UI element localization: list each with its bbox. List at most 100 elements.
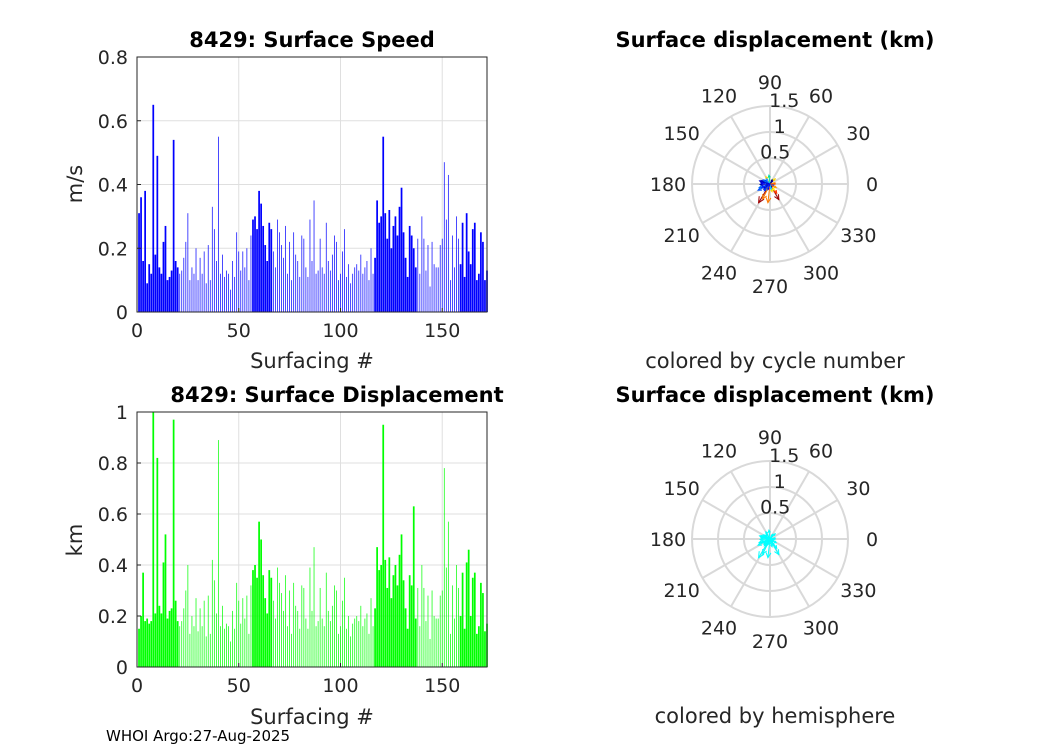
bar [250, 585, 252, 667]
bar [376, 200, 378, 312]
bar [329, 621, 331, 667]
bar [412, 506, 415, 667]
polar-spoke [769, 470, 810, 540]
arrow-head [767, 174, 771, 178]
bar [390, 248, 393, 312]
bar [183, 608, 185, 667]
bar [275, 267, 276, 313]
arrow-head [773, 189, 778, 195]
bar [394, 565, 397, 667]
bar [425, 270, 427, 312]
speed-ticks: 0 50 100 150 0 0.2 0.4 0.6 0.8 [98, 47, 461, 342]
bar [404, 257, 407, 312]
angle-label: 300 [803, 262, 839, 284]
x-tick-label: 150 [424, 320, 460, 342]
bar [199, 608, 201, 667]
bar [222, 254, 223, 313]
bar [160, 273, 163, 312]
displacement-arrow [759, 180, 771, 185]
bar [305, 618, 307, 667]
bar [172, 419, 175, 667]
bar [315, 273, 317, 312]
bar [150, 273, 153, 312]
bar [469, 616, 472, 667]
bar [193, 273, 195, 312]
bar [390, 598, 393, 667]
bar [220, 626, 221, 667]
polar-spoke [769, 183, 839, 224]
bar [317, 621, 319, 667]
bar [323, 273, 325, 312]
bar [256, 577, 258, 667]
bar [454, 618, 455, 667]
bar [447, 174, 449, 312]
bar [307, 276, 309, 312]
polar-spoke [701, 499, 771, 540]
bar [443, 162, 445, 312]
bar [423, 587, 425, 667]
bar [152, 412, 155, 667]
bar [272, 251, 274, 312]
bar [463, 276, 466, 312]
displacement-bars [138, 412, 488, 667]
y-tick-label: 0.4 [98, 555, 128, 577]
bar [404, 608, 407, 667]
bar [248, 280, 250, 313]
bar [327, 610, 329, 667]
bar [315, 626, 317, 667]
bar [467, 549, 470, 667]
bar [299, 628, 301, 667]
bar [256, 229, 258, 313]
bar [305, 267, 307, 313]
bar [364, 618, 366, 667]
polar-spoke [769, 538, 839, 579]
bar [414, 267, 417, 313]
arrow-head [770, 189, 774, 193]
bar [392, 225, 395, 312]
bar [340, 273, 341, 312]
bar [473, 222, 476, 312]
bar [433, 616, 435, 667]
bar [254, 565, 256, 667]
bar [484, 631, 486, 667]
arrow-head [757, 551, 765, 559]
bar [412, 248, 415, 312]
bar [285, 225, 286, 312]
bar [283, 610, 284, 667]
bar [329, 270, 331, 312]
arrow-head [767, 529, 771, 533]
y-tick-label: 0.2 [98, 606, 128, 628]
bar [338, 280, 339, 313]
bar [364, 267, 366, 313]
bar [189, 633, 191, 667]
displacement-x-axis-label: Surfacing # [250, 705, 374, 729]
bar [226, 623, 227, 667]
bar [262, 225, 265, 312]
displacement-arrow [763, 183, 771, 192]
bar [461, 222, 464, 312]
bar [218, 440, 219, 667]
bar [358, 621, 360, 667]
x-tick-label: 100 [322, 675, 358, 697]
y-tick-label: 0.6 [98, 111, 128, 133]
bar [437, 267, 439, 313]
bar [370, 598, 372, 667]
arrow-head [764, 539, 768, 542]
bar [224, 628, 225, 667]
bar [266, 261, 269, 312]
bar [293, 232, 295, 312]
bar [185, 590, 187, 667]
bar [454, 267, 455, 313]
bar [319, 238, 321, 312]
bar [445, 567, 447, 667]
arrow-head [762, 549, 767, 556]
bar [228, 273, 229, 312]
polar2-vectors [757, 529, 780, 559]
bar [378, 570, 381, 667]
bar [354, 267, 356, 313]
angle-label: 90 [758, 427, 782, 449]
bar [236, 582, 238, 667]
bar [201, 273, 203, 312]
bar [187, 213, 189, 312]
